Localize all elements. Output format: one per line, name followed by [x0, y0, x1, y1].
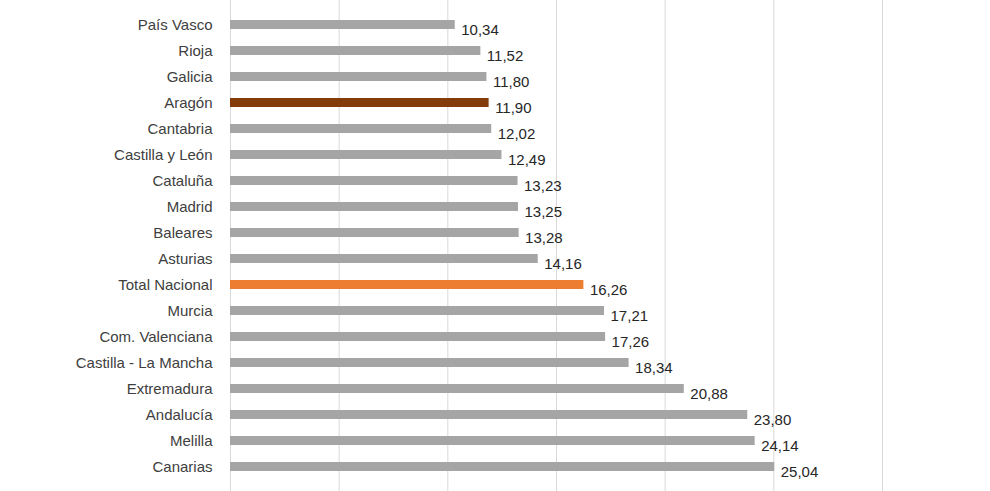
- svg-text:Com. Valenciana: Com. Valenciana: [99, 328, 213, 345]
- svg-text:Galicia: Galicia: [167, 68, 214, 85]
- svg-text:Total Nacional: Total Nacional: [118, 276, 212, 293]
- svg-text:País Vasco: País Vasco: [138, 16, 213, 33]
- svg-text:Aragón: Aragón: [164, 94, 212, 111]
- svg-text:Castilla - La Mancha: Castilla - La Mancha: [76, 354, 213, 371]
- svg-text:10,34: 10,34: [461, 21, 499, 38]
- svg-text:Melilla: Melilla: [170, 432, 213, 449]
- svg-text:23,80: 23,80: [754, 411, 792, 428]
- svg-text:11,90: 11,90: [495, 99, 531, 116]
- svg-text:17,21: 17,21: [611, 307, 649, 324]
- svg-text:Andalucía: Andalucía: [146, 406, 213, 423]
- svg-text:18,34: 18,34: [635, 359, 673, 376]
- svg-text:Madrid: Madrid: [167, 198, 213, 215]
- svg-text:Asturias: Asturias: [158, 250, 212, 267]
- svg-text:16,26: 16,26: [590, 281, 628, 298]
- svg-text:Cantabria: Cantabria: [147, 120, 213, 137]
- svg-text:14,16: 14,16: [544, 255, 582, 272]
- svg-text:11,80: 11,80: [493, 73, 529, 90]
- svg-text:25,04: 25,04: [781, 463, 819, 480]
- svg-text:12,49: 12,49: [508, 151, 546, 168]
- svg-text:13,23: 13,23: [524, 177, 562, 194]
- svg-text:11,52: 11,52: [487, 47, 523, 64]
- svg-text:Extremadura: Extremadura: [127, 380, 214, 397]
- svg-text:20,88: 20,88: [690, 385, 728, 402]
- svg-text:13,28: 13,28: [525, 229, 563, 246]
- svg-text:13,25: 13,25: [524, 203, 562, 220]
- svg-text:Rioja: Rioja: [178, 42, 213, 59]
- svg-text:12,02: 12,02: [498, 125, 536, 142]
- svg-text:17,26: 17,26: [612, 333, 650, 350]
- svg-text:Murcia: Murcia: [167, 302, 213, 319]
- svg-text:Canarias: Canarias: [152, 458, 212, 475]
- svg-text:Cataluña: Cataluña: [152, 172, 213, 189]
- svg-text:24,14: 24,14: [761, 437, 799, 454]
- svg-text:Baleares: Baleares: [153, 224, 212, 241]
- svg-text:Castilla y León: Castilla y León: [114, 146, 212, 163]
